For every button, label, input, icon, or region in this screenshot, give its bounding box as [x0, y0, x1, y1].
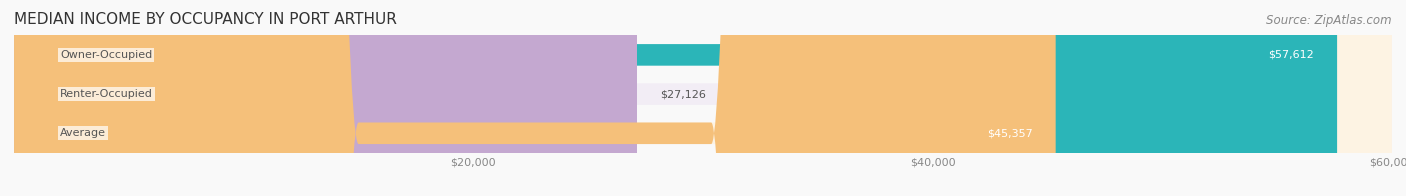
Text: Renter-Occupied: Renter-Occupied — [60, 89, 153, 99]
Text: Source: ZipAtlas.com: Source: ZipAtlas.com — [1267, 14, 1392, 27]
FancyBboxPatch shape — [14, 0, 1392, 196]
Text: $27,126: $27,126 — [659, 89, 706, 99]
Text: $57,612: $57,612 — [1268, 50, 1315, 60]
FancyBboxPatch shape — [14, 0, 1392, 196]
Text: Owner-Occupied: Owner-Occupied — [60, 50, 152, 60]
Text: MEDIAN INCOME BY OCCUPANCY IN PORT ARTHUR: MEDIAN INCOME BY OCCUPANCY IN PORT ARTHU… — [14, 12, 396, 27]
FancyBboxPatch shape — [14, 0, 637, 196]
FancyBboxPatch shape — [14, 0, 1056, 196]
Text: $45,357: $45,357 — [987, 128, 1032, 138]
FancyBboxPatch shape — [14, 0, 1337, 196]
FancyBboxPatch shape — [14, 0, 1392, 196]
Text: Average: Average — [60, 128, 105, 138]
